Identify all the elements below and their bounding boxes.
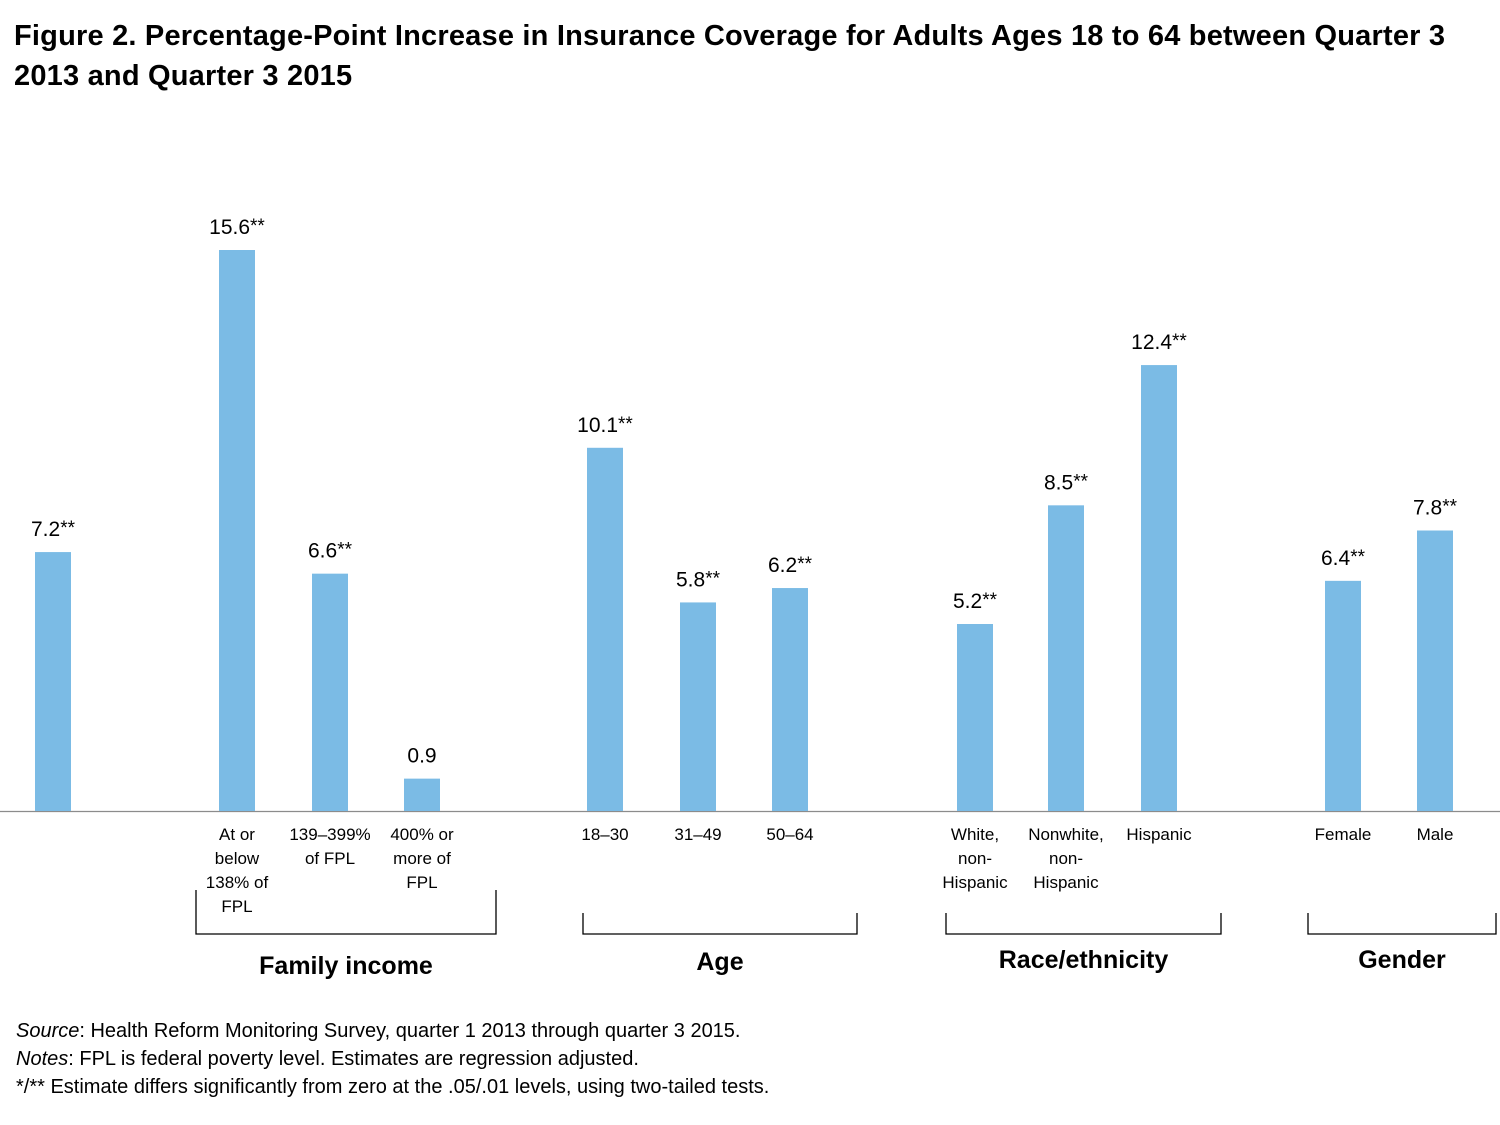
source-label: Source	[16, 1020, 80, 1042]
bar	[1325, 580, 1361, 811]
category-label: Male	[1417, 825, 1454, 844]
bar	[772, 588, 808, 811]
category-label: 139–399%	[289, 825, 370, 844]
category-label: of FPL	[305, 849, 355, 868]
category-label: Female	[1315, 825, 1372, 844]
significance-marker: **	[1350, 547, 1365, 568]
data-label: 6.4**	[1321, 547, 1366, 570]
group-label: Gender	[1358, 946, 1446, 974]
data-label: 6.6**	[308, 540, 353, 563]
data-label: 8.5**	[1044, 471, 1089, 494]
data-label-value: 0.9	[407, 745, 436, 768]
significance-marker: **	[250, 216, 265, 237]
group-label: Race/ethnicity	[999, 946, 1169, 974]
category-label: FPL	[221, 897, 252, 916]
group-bracket	[582, 913, 858, 935]
bar	[1141, 365, 1177, 811]
group-label: Age	[696, 948, 743, 976]
bar	[404, 778, 440, 811]
category-label: 18–30	[581, 825, 628, 844]
bar	[1417, 530, 1453, 811]
bar-chart: 7.2**15.6**6.6**0.910.1**5.8**6.2**5.2**…	[0, 216, 1500, 980]
data-label-value: 5.8	[676, 568, 705, 591]
data-label: 5.2**	[953, 590, 998, 613]
data-label-value: 7.8	[1413, 497, 1442, 520]
chart-notes: Source: Health Reform Monitoring Survey,…	[16, 1017, 769, 1101]
data-label-value: 12.4	[1131, 331, 1172, 354]
significance-marker: **	[60, 518, 75, 539]
group-bracket	[195, 890, 497, 935]
category-label: non-	[958, 849, 992, 868]
bars-layer	[0, 250, 1500, 813]
bar	[680, 602, 716, 811]
data-label-value: 6.2	[768, 554, 797, 577]
notes-label: Notes	[16, 1048, 69, 1070]
significance-marker: **	[797, 554, 812, 575]
significance-marker: **	[982, 590, 997, 611]
data-label: 6.2**	[768, 554, 813, 577]
data-label: 7.2**	[31, 518, 76, 541]
source-text: : Health Reform Monitoring Survey, quart…	[79, 1020, 741, 1042]
data-label-value: 6.4	[1321, 547, 1351, 570]
group-bracket	[945, 913, 1222, 935]
category-label: FPL	[406, 873, 437, 892]
value-labels-layer: 7.2**15.6**6.6**0.910.1**5.8**6.2**5.2**…	[31, 216, 1458, 768]
category-label: non-	[1049, 849, 1083, 868]
bar	[312, 573, 348, 811]
category-label: 400% or	[390, 825, 454, 844]
bar	[1048, 505, 1084, 811]
category-label: 138% of	[206, 873, 269, 892]
significance-marker: **	[1172, 331, 1187, 352]
category-label: more of	[393, 849, 451, 868]
group-label: Family income	[259, 952, 433, 980]
category-labels-layer: At or below 138% of FPL 139–399% of FPL 400% o…	[206, 825, 1454, 916]
category-label: Hispanic	[1033, 873, 1099, 892]
data-label: 5.8**	[676, 568, 721, 591]
category-label: 31–49	[674, 825, 721, 844]
group-bracket	[1307, 913, 1497, 935]
data-label: 10.1**	[577, 414, 633, 437]
data-label: 0.9	[407, 745, 436, 768]
data-label-value: 7.2	[31, 518, 60, 541]
category-label: Hispanic	[1126, 825, 1192, 844]
significance-marker: **	[618, 414, 633, 435]
significance-marker: **	[705, 568, 720, 589]
category-label: Hispanic	[942, 873, 1008, 892]
group-brackets-layer: Family income Age Race/ethnicity Gender	[195, 890, 1497, 980]
data-label-value: 8.5	[1044, 471, 1073, 494]
category-label: White,	[951, 825, 999, 844]
data-label: 15.6**	[209, 216, 265, 239]
data-label-value: 15.6	[209, 216, 250, 239]
data-label-value: 6.6	[308, 540, 337, 563]
category-label: 50–64	[766, 825, 813, 844]
bar	[957, 624, 993, 811]
bar	[35, 552, 71, 811]
category-label: At or	[219, 825, 255, 844]
source-note: Source: Health Reform Monitoring Survey,…	[16, 1017, 769, 1045]
bar	[219, 250, 255, 811]
notes-note: Notes: FPL is federal poverty level. Est…	[16, 1045, 769, 1073]
data-label-value: 5.2	[953, 590, 982, 613]
data-label: 7.8**	[1413, 497, 1458, 520]
data-label: 12.4**	[1131, 331, 1187, 354]
significance-marker: **	[1442, 497, 1457, 518]
category-label: Nonwhite,	[1028, 825, 1104, 844]
chart-title: Figure 2. Percentage-Point Increase in I…	[14, 20, 1446, 92]
bar	[587, 447, 623, 811]
category-label: below	[215, 849, 260, 868]
notes-text: : FPL is federal poverty level. Estimate…	[68, 1048, 639, 1070]
data-label-value: 10.1	[577, 414, 618, 437]
significance-note: */** Estimate differs significantly from…	[16, 1076, 770, 1098]
significance-marker: **	[1073, 471, 1088, 492]
significance-marker: **	[337, 540, 352, 561]
